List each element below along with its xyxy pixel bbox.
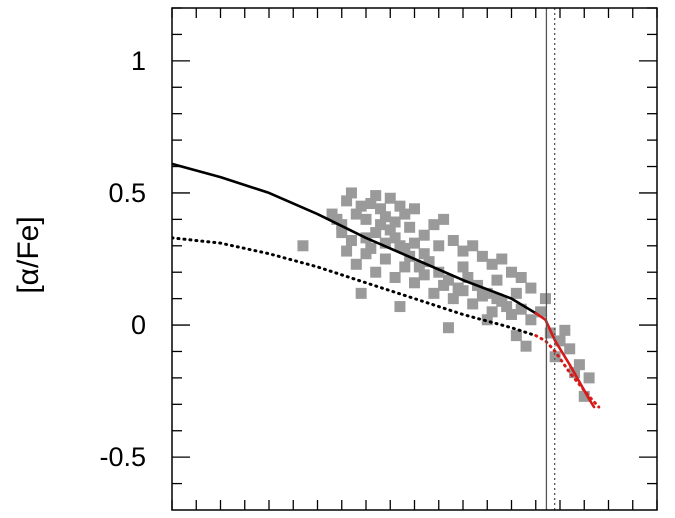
axis-ticks <box>171 7 658 510</box>
data-point-86 <box>423 256 435 268</box>
y-tick-label-1: 0.5 <box>108 178 146 208</box>
data-point-37 <box>350 258 362 270</box>
data-point-82 <box>384 224 396 236</box>
data-point-93 <box>491 293 503 305</box>
data-point-34 <box>506 266 517 278</box>
data-point-12 <box>384 192 396 204</box>
model-curve-0 <box>172 162 538 315</box>
data-point-94 <box>501 301 513 313</box>
model-curve-3 <box>534 334 601 409</box>
data-point-31 <box>476 250 488 262</box>
y-axis-title: [α/Fe] <box>12 216 45 293</box>
data-point-4 <box>345 187 357 199</box>
data-point-44 <box>418 269 430 281</box>
data-point-76 <box>510 330 522 342</box>
data-point-64 <box>394 301 406 313</box>
data-point-75 <box>481 314 493 326</box>
data-point-69 <box>491 274 503 286</box>
data-point-67 <box>418 229 430 241</box>
data-point-11 <box>379 211 391 223</box>
data-point-26 <box>433 240 445 252</box>
data-point-65 <box>355 287 367 299</box>
data-point-80 <box>365 242 377 254</box>
data-point-40 <box>379 253 391 265</box>
data-point-7 <box>360 213 372 225</box>
data-point-60 <box>573 359 585 371</box>
data-point-36 <box>341 245 353 257</box>
data-point-63 <box>442 322 454 334</box>
data-point-15 <box>399 208 411 220</box>
data-point-81 <box>375 219 387 231</box>
data-point-95 <box>510 287 522 299</box>
model-curves <box>172 162 601 409</box>
data-point-68 <box>457 261 469 273</box>
data-point-16 <box>404 221 416 233</box>
data-point-23 <box>409 237 420 249</box>
data-point-24 <box>418 248 430 260</box>
data-point-8 <box>365 198 377 210</box>
data-point-89 <box>452 282 464 294</box>
data-point-13 <box>389 216 401 228</box>
data-point-43 <box>409 277 420 289</box>
data-point-27 <box>438 213 450 225</box>
data-point-35 <box>515 271 527 283</box>
data-point-6 <box>355 200 367 212</box>
data-point-58 <box>554 335 566 347</box>
data-point-79 <box>345 235 357 247</box>
y-tick-labels: 1 0.5 0 -0.5 <box>99 46 146 472</box>
data-point-21 <box>389 232 401 244</box>
data-point-17 <box>409 203 420 215</box>
data-point-5 <box>350 208 362 220</box>
data-point-10 <box>375 203 387 215</box>
data-point-70 <box>525 282 537 294</box>
data-point-9 <box>370 190 382 202</box>
data-point-56 <box>535 306 547 318</box>
data-point-29 <box>457 245 469 257</box>
data-point-19 <box>370 227 382 239</box>
data-point-78 <box>336 227 348 239</box>
data-point-59 <box>564 343 576 355</box>
data-point-39 <box>370 266 382 278</box>
data-point-55 <box>525 314 537 326</box>
data-point-30 <box>467 240 479 252</box>
data-point-66 <box>297 240 309 252</box>
data-point-49 <box>467 298 479 310</box>
data-point-51 <box>486 306 498 318</box>
data-point-88 <box>442 274 454 286</box>
data-point-87 <box>433 266 445 278</box>
model-curve-2 <box>534 311 596 409</box>
data-point-54 <box>515 303 527 315</box>
data-point-20 <box>379 237 391 249</box>
data-point-42 <box>399 261 411 273</box>
data-point-72 <box>549 351 561 363</box>
data-point-3 <box>341 195 353 207</box>
data-point-47 <box>447 293 459 305</box>
vertical-markers <box>545 8 556 510</box>
data-point-85 <box>413 261 425 273</box>
data-point-77 <box>520 340 532 352</box>
data-point-92 <box>481 287 493 299</box>
data-point-90 <box>462 271 474 283</box>
data-point-73 <box>559 324 571 336</box>
data-point-25 <box>428 219 440 231</box>
y-tick-label-2: 0 <box>131 310 146 340</box>
y-tick-label-3: -0.5 <box>99 442 146 472</box>
data-point-61 <box>583 372 595 384</box>
data-point-62 <box>578 390 590 402</box>
data-point-14 <box>394 200 406 212</box>
data-point-45 <box>428 287 440 299</box>
data-point-83 <box>394 240 406 252</box>
data-point-53 <box>506 308 517 320</box>
data-point-41 <box>389 271 401 283</box>
scatter-points <box>297 187 595 402</box>
data-point-32 <box>486 258 498 270</box>
data-point-71 <box>539 293 551 305</box>
model-curve-1 <box>172 236 538 338</box>
y-tick-label-0: 1 <box>131 46 146 76</box>
data-point-28 <box>447 235 459 247</box>
data-point-33 <box>496 253 508 265</box>
